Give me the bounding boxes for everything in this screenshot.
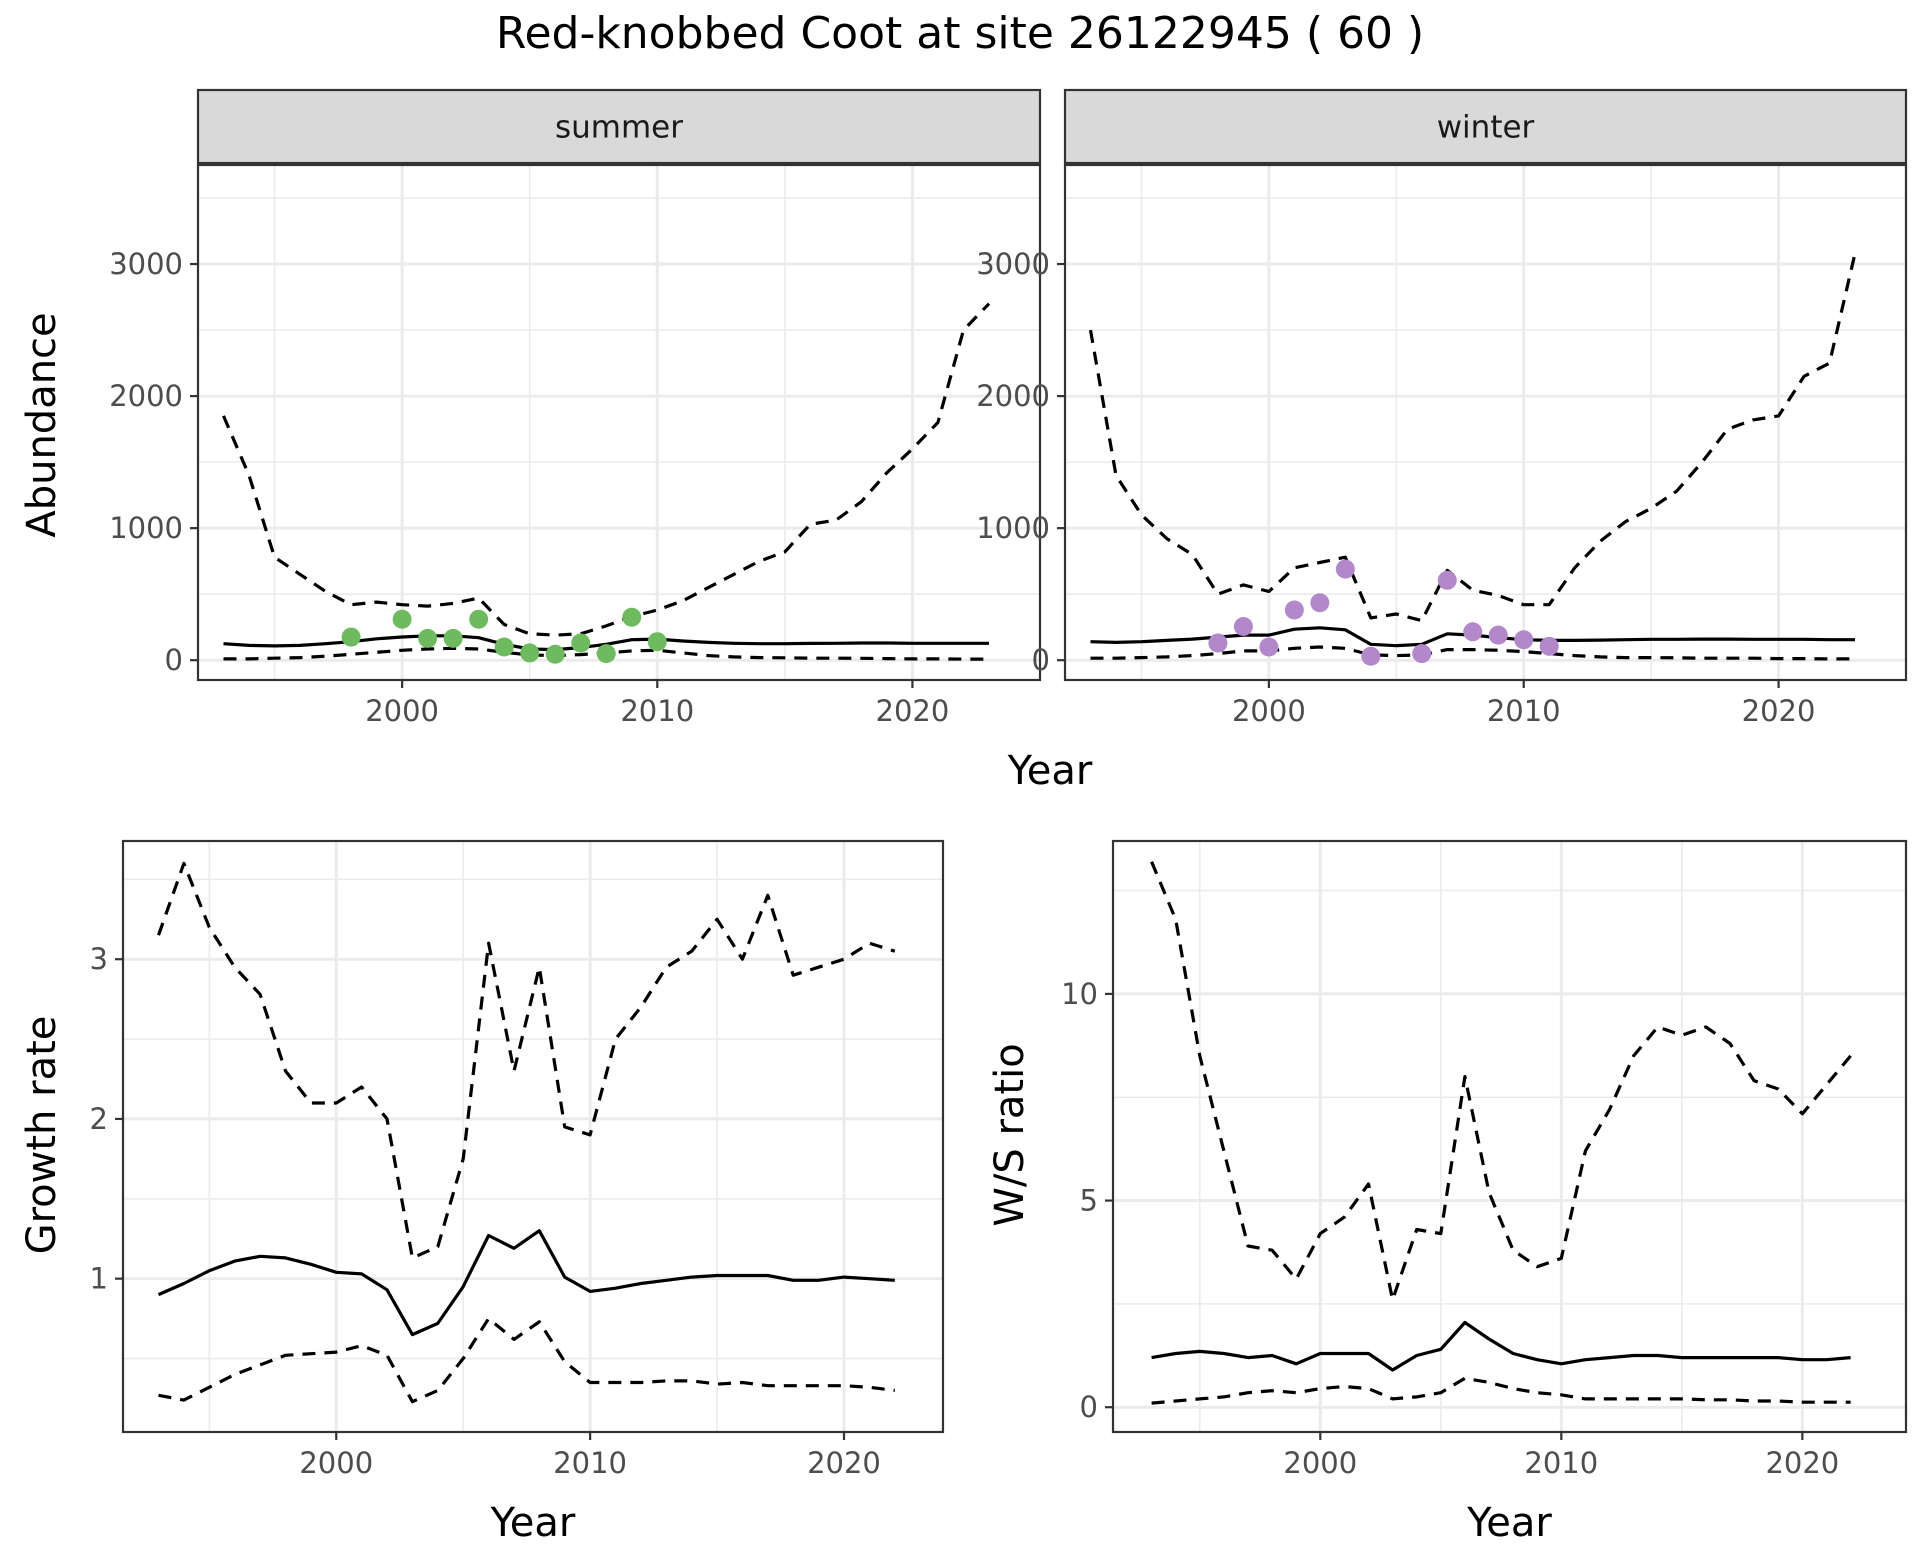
facet-strip <box>196 88 1042 165</box>
panel-border <box>121 839 945 1434</box>
observed-point <box>1539 636 1559 656</box>
panel-border <box>196 163 1042 682</box>
observed-point <box>494 637 514 657</box>
series-lower-line <box>1151 1376 1851 1405</box>
observed-point <box>1514 630 1534 650</box>
observed-point <box>596 644 616 664</box>
observed-point <box>1335 559 1355 579</box>
y-tick-label: 3000 <box>109 247 183 281</box>
y-tick-label: 2000 <box>976 379 1050 413</box>
observed-point <box>520 643 540 663</box>
x-axis-label: Year <box>490 1500 576 1546</box>
series-estimate-line <box>1151 1320 1851 1372</box>
x-tick-label: 2020 <box>876 694 950 728</box>
y-tick-label: 1000 <box>109 511 183 545</box>
plot-area <box>1113 841 1906 1432</box>
observed-point <box>647 632 667 652</box>
series-upper-line <box>222 302 991 637</box>
plot-area <box>123 841 943 1432</box>
y-tick-label: 1 <box>90 1262 108 1296</box>
x-tick-label: 2020 <box>807 1446 881 1480</box>
series-lower-line <box>1090 645 1855 661</box>
observed-point <box>1361 646 1381 666</box>
x-tick-label: 2010 <box>620 694 694 728</box>
y-tick-label: 2000 <box>109 379 183 413</box>
observed-point <box>392 609 412 629</box>
facet-strip-label: summer <box>555 110 683 146</box>
y-tick-label: 0 <box>1032 643 1050 677</box>
observed-point <box>443 628 463 648</box>
x-axis-label: Year <box>1466 1500 1552 1546</box>
observed-point <box>1437 570 1457 590</box>
observed-point <box>1208 633 1228 653</box>
x-tick-label: 2010 <box>1524 1446 1598 1480</box>
y-tick-label: 5 <box>1080 1184 1098 1218</box>
observed-point <box>1463 622 1483 642</box>
observed-point <box>1488 625 1508 645</box>
observed-point <box>1259 637 1279 657</box>
observed-point <box>1284 600 1304 620</box>
x-tick-label: 2020 <box>1765 1446 1839 1480</box>
y-axis-label: Growth rate <box>19 1016 65 1255</box>
y-tick-label: 0 <box>165 643 183 677</box>
panel-border <box>1111 839 1908 1434</box>
observed-point <box>469 609 489 629</box>
x-tick-label: 2000 <box>1232 694 1306 728</box>
panel-ws_ratio: 2000 2010 2020 0 5 10 Year W/S ratio <box>987 839 1908 1546</box>
panel-summer: summer 2000 2010 2020 0 1000 2000 3000 <box>109 88 1042 728</box>
x-tick-label: 2000 <box>365 694 439 728</box>
top-row-x-axis-label: Year <box>1007 748 1093 794</box>
observed-point <box>341 627 361 647</box>
panel-growth: 2000 2010 2020 1 2 3 Year Growth rate <box>19 839 945 1546</box>
x-tick-label: 2000 <box>1283 1446 1357 1480</box>
y-tick-label: 1000 <box>976 511 1050 545</box>
panel-winter: winter 2000 2010 2020 0 1000 2000 3000 <box>976 88 1908 728</box>
x-tick-label: 2010 <box>553 1446 627 1480</box>
x-tick-label: 2010 <box>1487 694 1561 728</box>
observed-point <box>622 607 642 627</box>
figure-title: Red-knobbed Coot at site 26122945 ( 60 ) <box>496 8 1424 59</box>
series-upper-line <box>156 861 896 1260</box>
series-upper-line <box>1150 861 1852 1302</box>
observed-point <box>1233 617 1253 637</box>
y-tick-label: 2 <box>90 1102 108 1136</box>
y-axis-label: W/S ratio <box>987 1043 1033 1226</box>
panel-border <box>1063 163 1908 682</box>
facet-strip-label: winter <box>1437 110 1535 146</box>
observed-point <box>1310 593 1330 613</box>
y-tick-label: 3 <box>90 942 108 976</box>
series-lower-line <box>158 1317 895 1404</box>
y-tick-label: 10 <box>1061 977 1098 1011</box>
observed-point <box>545 644 565 664</box>
observed-point <box>571 633 591 653</box>
x-tick-label: 2020 <box>1742 694 1816 728</box>
series-estimate-line <box>157 1229 895 1337</box>
y-tick-label: 0 <box>1080 1390 1098 1424</box>
y-tick-label: 3000 <box>976 247 1050 281</box>
facet-strip <box>1063 88 1908 165</box>
x-tick-label: 2000 <box>299 1446 373 1480</box>
observed-point <box>418 628 438 648</box>
top-row-y-axis-label: Abundance <box>19 312 65 537</box>
observed-point <box>1412 644 1432 664</box>
